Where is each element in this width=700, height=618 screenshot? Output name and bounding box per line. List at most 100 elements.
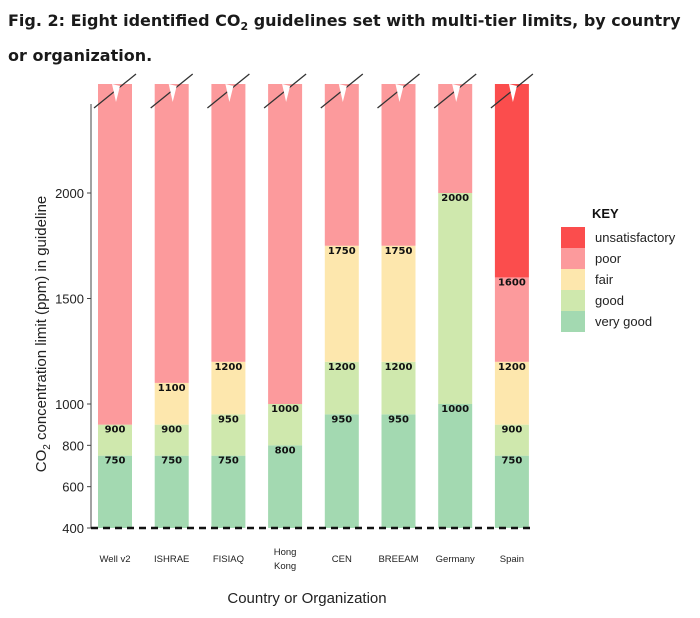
value-label: 1000: [271, 404, 299, 415]
value-label: 1100: [158, 383, 186, 394]
y-tick-label: 600: [62, 480, 84, 495]
segment-good: [211, 414, 246, 456]
category-label: BREEAM: [378, 554, 418, 565]
segment-poor: [98, 84, 132, 425]
bars-layer: [93, 73, 534, 528]
bar-breeam: [377, 73, 420, 528]
y-tick-label: 1000: [55, 397, 84, 412]
segment-fair: [154, 382, 189, 425]
category-label-line: Well v2: [100, 554, 131, 565]
segment-good: [381, 361, 416, 415]
category-label-line: ISHRAE: [154, 554, 189, 565]
segment-good: [268, 404, 303, 446]
bar-cen: [320, 73, 364, 528]
key-swatch-good: [561, 290, 585, 311]
x-axis-title: Country or Organization: [227, 590, 386, 607]
axis-break-notch: [112, 84, 120, 102]
category-label-line: BREEAM: [378, 554, 418, 565]
value-label: 1000: [441, 404, 469, 415]
value-label: 1200: [214, 362, 242, 373]
segment-poor: [381, 84, 416, 246]
value-label: 750: [105, 456, 126, 467]
value-label: 1600: [498, 277, 526, 288]
segment-very-good: [381, 414, 416, 528]
axis-break-notch: [338, 84, 347, 102]
value-label: 900: [105, 425, 126, 436]
axis-break-notch: [282, 84, 291, 102]
category-label-line: Germany: [436, 554, 475, 565]
value-label: 750: [218, 456, 239, 467]
bar-fisiaq: [206, 73, 250, 528]
category-label-line: Hong: [274, 547, 297, 558]
value-label: 950: [218, 414, 239, 425]
segment-very-good: [98, 455, 132, 528]
key-title: KEY: [592, 206, 619, 221]
value-label: 900: [161, 425, 182, 436]
y-tick-label: 2000: [55, 186, 84, 201]
segment-good: [438, 193, 473, 404]
figure-title-suffix: guidelines set with multi-tier limits, b…: [8, 11, 681, 66]
key-label-very-good: very good: [595, 314, 652, 329]
category-label-line: CEN: [332, 554, 352, 565]
value-label: 2000: [441, 193, 469, 204]
segment-unsatisfactory: [494, 84, 529, 278]
key-label-poor: poor: [595, 251, 622, 266]
y-axis-title: CO2 concentration limit (ppm) in guideli…: [33, 196, 53, 473]
figure-title-subscript: 2: [240, 20, 249, 34]
key-label-unsatisfactory: unsatisfactory: [595, 230, 676, 245]
key-swatch-fair: [561, 269, 585, 290]
segment-very-good: [494, 455, 529, 528]
segment-poor: [154, 84, 189, 383]
segment-good: [154, 424, 189, 456]
segment-fair: [381, 245, 416, 362]
value-label: 1200: [385, 362, 413, 373]
value-label: 900: [501, 425, 522, 436]
segment-good: [98, 424, 132, 456]
value-label: 1200: [498, 362, 526, 373]
value-label: 1750: [328, 246, 356, 257]
category-label-line: FISIAQ: [213, 554, 244, 565]
category-label-line: Kong: [274, 561, 296, 572]
value-label: 750: [161, 456, 182, 467]
bar-well-v2: [93, 73, 137, 528]
bar-spain: [490, 73, 534, 528]
category-labels-layer: Well v2 ISHRAE FISIAQ Hong Kong CEN BREEAM Germ…: [100, 547, 525, 572]
value-label: 950: [388, 414, 409, 425]
segment-good: [324, 361, 359, 415]
category-label: ISHRAE: [154, 554, 189, 565]
bar-ishrae: [150, 73, 194, 528]
segment-very-good: [268, 445, 303, 528]
y-axis-title-suffix: concentration limit (ppm) in guideline: [33, 196, 50, 444]
legend-key: KEY unsatisfactory poor fair good very good: [561, 206, 676, 332]
y-axis: 400 600 800 1000 1500 2000: [55, 104, 530, 536]
figure-title: Fig. 2: Eight identified CO2 guidelines …: [8, 6, 688, 70]
y-axis-title-subscript: 2: [42, 444, 53, 450]
value-label: 1200: [328, 362, 356, 373]
segment-very-good: [438, 404, 473, 528]
segment-fair: [494, 361, 529, 425]
segment-very-good: [211, 455, 246, 528]
segment-poor: [268, 84, 303, 404]
value-label: 950: [331, 414, 352, 425]
segment-very-good: [324, 414, 359, 528]
segment-poor: [494, 277, 529, 362]
segment-fair: [211, 361, 246, 415]
value-label: 750: [501, 456, 522, 467]
segment-very-good: [154, 455, 189, 528]
category-label: Germany: [436, 554, 475, 565]
key-swatch-poor: [561, 248, 585, 269]
axis-break-notch: [225, 84, 234, 102]
category-label: FISIAQ: [213, 554, 244, 565]
axis-break-notch: [508, 84, 517, 102]
axis-break-notch: [168, 84, 177, 102]
key-swatch-unsatisfactory: [561, 227, 585, 248]
value-label: 1750: [385, 246, 413, 257]
category-label: Well v2: [100, 554, 131, 565]
bar-germany: [433, 73, 477, 528]
category-label: Hong Kong: [274, 547, 297, 572]
figure-title-prefix: Fig. 2: Eight identified CO: [8, 11, 241, 30]
category-label: Spain: [500, 554, 524, 565]
value-labels-layer: 750 900 750 900 1100 750 950 1200 800 1000 950 1200…: [105, 193, 526, 467]
y-tick-label: 400: [62, 521, 84, 536]
